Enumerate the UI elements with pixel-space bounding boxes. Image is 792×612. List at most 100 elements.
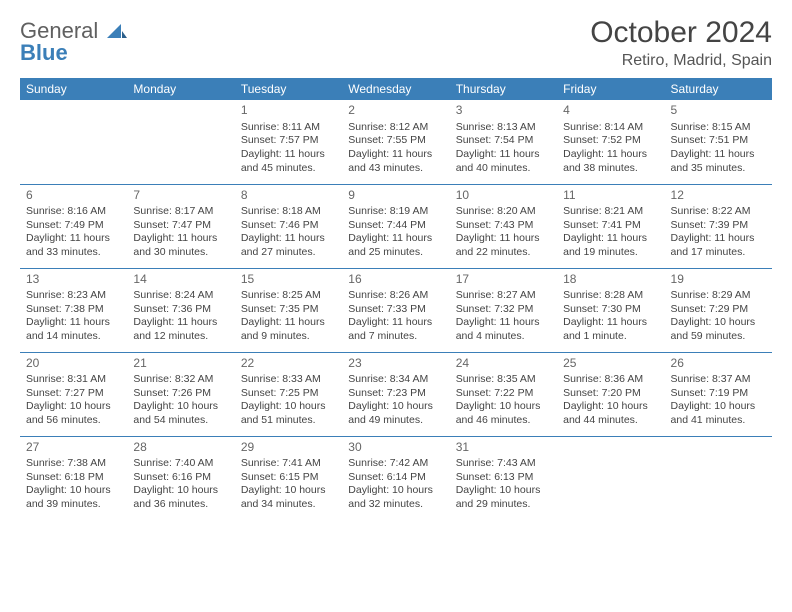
weekday-header: Friday	[557, 78, 664, 100]
sunset-text: Sunset: 7:27 PM	[26, 387, 121, 401]
daylight-text: Daylight: 10 hours	[671, 400, 766, 414]
daylight-text: Daylight: 11 hours	[671, 148, 766, 162]
sunset-text: Sunset: 7:26 PM	[133, 387, 228, 401]
daylight-text: Daylight: 11 hours	[26, 316, 121, 330]
sunrise-text: Sunrise: 8:13 AM	[456, 121, 551, 135]
daylight-text: Daylight: 11 hours	[348, 316, 443, 330]
daylight-text: Daylight: 11 hours	[456, 316, 551, 330]
sunrise-text: Sunrise: 8:11 AM	[241, 121, 336, 135]
day-number: 28	[133, 440, 228, 456]
calendar-day-cell: 10Sunrise: 8:20 AMSunset: 7:43 PMDayligh…	[450, 184, 557, 268]
weekday-header: Monday	[127, 78, 234, 100]
day-number: 19	[671, 272, 766, 288]
calendar-day-cell: 26Sunrise: 8:37 AMSunset: 7:19 PMDayligh…	[665, 352, 772, 436]
daylight-text: Daylight: 11 hours	[456, 232, 551, 246]
calendar-day-cell: 14Sunrise: 8:24 AMSunset: 7:36 PMDayligh…	[127, 268, 234, 352]
calendar-week-row: 27Sunrise: 7:38 AMSunset: 6:18 PMDayligh…	[20, 436, 772, 520]
day-number: 5	[671, 103, 766, 119]
calendar-day-cell: 15Sunrise: 8:25 AMSunset: 7:35 PMDayligh…	[235, 268, 342, 352]
daylight-text: and 59 minutes.	[671, 330, 766, 344]
calendar-day-cell: 17Sunrise: 8:27 AMSunset: 7:32 PMDayligh…	[450, 268, 557, 352]
daylight-text: and 9 minutes.	[241, 330, 336, 344]
daylight-text: and 22 minutes.	[456, 246, 551, 260]
day-number: 2	[348, 103, 443, 119]
day-number: 4	[563, 103, 658, 119]
daylight-text: and 27 minutes.	[241, 246, 336, 260]
sunset-text: Sunset: 7:30 PM	[563, 303, 658, 317]
sunset-text: Sunset: 6:14 PM	[348, 471, 443, 485]
page-header: General Blue October 2024 Retiro, Madrid…	[20, 16, 772, 70]
daylight-text: and 36 minutes.	[133, 498, 228, 512]
calendar-day-cell: 20Sunrise: 8:31 AMSunset: 7:27 PMDayligh…	[20, 352, 127, 436]
calendar-week-row: 20Sunrise: 8:31 AMSunset: 7:27 PMDayligh…	[20, 352, 772, 436]
daylight-text: and 30 minutes.	[133, 246, 228, 260]
page-subtitle: Retiro, Madrid, Spain	[590, 52, 772, 70]
sunrise-text: Sunrise: 8:31 AM	[26, 373, 121, 387]
sunset-text: Sunset: 7:23 PM	[348, 387, 443, 401]
calendar-week-row: 1Sunrise: 8:11 AMSunset: 7:57 PMDaylight…	[20, 100, 772, 184]
day-number: 31	[456, 440, 551, 456]
sunset-text: Sunset: 7:46 PM	[241, 219, 336, 233]
calendar-day-cell: 21Sunrise: 8:32 AMSunset: 7:26 PMDayligh…	[127, 352, 234, 436]
weekday-header: Wednesday	[342, 78, 449, 100]
day-number: 12	[671, 188, 766, 204]
sunset-text: Sunset: 7:49 PM	[26, 219, 121, 233]
daylight-text: and 43 minutes.	[348, 162, 443, 176]
daylight-text: and 49 minutes.	[348, 414, 443, 428]
day-number: 13	[26, 272, 121, 288]
daylight-text: Daylight: 10 hours	[26, 484, 121, 498]
calendar-day-cell	[127, 100, 234, 184]
calendar-day-cell: 16Sunrise: 8:26 AMSunset: 7:33 PMDayligh…	[342, 268, 449, 352]
sunrise-text: Sunrise: 8:24 AM	[133, 289, 228, 303]
day-number: 7	[133, 188, 228, 204]
calendar-day-cell: 5Sunrise: 8:15 AMSunset: 7:51 PMDaylight…	[665, 100, 772, 184]
logo-text: General Blue	[20, 20, 127, 64]
sunrise-text: Sunrise: 7:38 AM	[26, 457, 121, 471]
calendar-day-cell: 13Sunrise: 8:23 AMSunset: 7:38 PMDayligh…	[20, 268, 127, 352]
day-number: 21	[133, 356, 228, 372]
calendar-day-cell: 6Sunrise: 8:16 AMSunset: 7:49 PMDaylight…	[20, 184, 127, 268]
sunset-text: Sunset: 7:55 PM	[348, 134, 443, 148]
daylight-text: and 29 minutes.	[456, 498, 551, 512]
sail-icon	[107, 24, 127, 38]
daylight-text: and 45 minutes.	[241, 162, 336, 176]
day-number: 11	[563, 188, 658, 204]
sunrise-text: Sunrise: 8:25 AM	[241, 289, 336, 303]
day-number: 24	[456, 356, 551, 372]
sunrise-text: Sunrise: 8:26 AM	[348, 289, 443, 303]
calendar-week-row: 6Sunrise: 8:16 AMSunset: 7:49 PMDaylight…	[20, 184, 772, 268]
day-number: 30	[348, 440, 443, 456]
day-number: 6	[26, 188, 121, 204]
day-number: 3	[456, 103, 551, 119]
sunset-text: Sunset: 7:35 PM	[241, 303, 336, 317]
calendar-day-cell: 3Sunrise: 8:13 AMSunset: 7:54 PMDaylight…	[450, 100, 557, 184]
calendar-page: General Blue October 2024 Retiro, Madrid…	[0, 0, 792, 536]
calendar-day-cell: 18Sunrise: 8:28 AMSunset: 7:30 PMDayligh…	[557, 268, 664, 352]
weekday-header: Sunday	[20, 78, 127, 100]
day-number: 15	[241, 272, 336, 288]
calendar-day-cell: 28Sunrise: 7:40 AMSunset: 6:16 PMDayligh…	[127, 436, 234, 520]
daylight-text: Daylight: 10 hours	[241, 400, 336, 414]
day-number: 16	[348, 272, 443, 288]
weekday-header-row: Sunday Monday Tuesday Wednesday Thursday…	[20, 78, 772, 100]
daylight-text: and 12 minutes.	[133, 330, 228, 344]
sunrise-text: Sunrise: 8:37 AM	[671, 373, 766, 387]
day-number: 8	[241, 188, 336, 204]
daylight-text: Daylight: 10 hours	[133, 400, 228, 414]
sunset-text: Sunset: 7:52 PM	[563, 134, 658, 148]
sunset-text: Sunset: 7:43 PM	[456, 219, 551, 233]
daylight-text: Daylight: 11 hours	[348, 232, 443, 246]
sunset-text: Sunset: 7:44 PM	[348, 219, 443, 233]
sunrise-text: Sunrise: 8:28 AM	[563, 289, 658, 303]
sunset-text: Sunset: 7:22 PM	[456, 387, 551, 401]
day-number: 9	[348, 188, 443, 204]
day-number: 10	[456, 188, 551, 204]
sunrise-text: Sunrise: 8:29 AM	[671, 289, 766, 303]
daylight-text: and 7 minutes.	[348, 330, 443, 344]
sunset-text: Sunset: 7:41 PM	[563, 219, 658, 233]
sunset-text: Sunset: 6:13 PM	[456, 471, 551, 485]
daylight-text: and 41 minutes.	[671, 414, 766, 428]
daylight-text: and 40 minutes.	[456, 162, 551, 176]
calendar-day-cell: 30Sunrise: 7:42 AMSunset: 6:14 PMDayligh…	[342, 436, 449, 520]
calendar-day-cell	[665, 436, 772, 520]
